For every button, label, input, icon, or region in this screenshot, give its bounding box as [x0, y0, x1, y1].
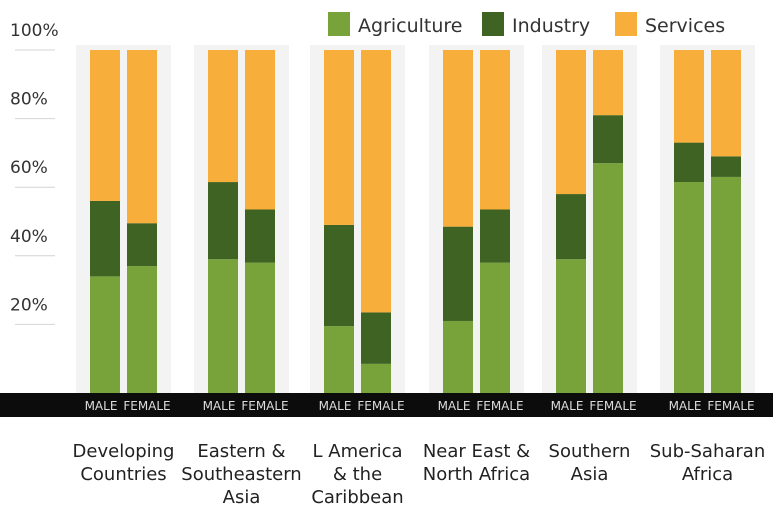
bar-segment-services: [480, 50, 510, 210]
legend-swatch-agriculture: [328, 12, 350, 36]
gender-label: MALE: [319, 399, 352, 413]
bar-segment-industry: [593, 115, 623, 164]
category-label: & the: [333, 464, 382, 485]
bar-segment-agriculture: [245, 262, 275, 393]
bar-segment-agriculture: [593, 163, 623, 393]
category-label: Countries: [80, 464, 166, 485]
y-tick-label: 100%: [10, 21, 59, 41]
category-label: Eastern &: [197, 441, 285, 462]
bar-segment-industry: [711, 156, 741, 177]
bar-segment-services: [245, 50, 275, 210]
category-label: Asia: [571, 464, 609, 485]
gender-label: FEMALE: [123, 399, 170, 413]
bar-segment-services: [593, 50, 623, 116]
bar-segment-agriculture: [208, 259, 238, 393]
y-tick-label: 40%: [10, 227, 48, 247]
bar-segment-services: [208, 50, 238, 183]
category-label: North Africa: [423, 464, 530, 485]
legend-label: Industry: [512, 15, 590, 37]
bar-segment-industry: [674, 142, 704, 183]
legend-swatch-services: [615, 12, 637, 36]
bar-segment-industry: [480, 209, 510, 263]
bar-segment-services: [674, 50, 704, 143]
gender-label: FEMALE: [707, 399, 754, 413]
gender-label: MALE: [669, 399, 702, 413]
bar-segment-services: [127, 50, 157, 224]
gender-label: MALE: [85, 399, 118, 413]
category-label: Sub-Saharan: [650, 441, 766, 462]
gender-label: FEMALE: [476, 399, 523, 413]
bar-segment-agriculture: [711, 176, 741, 393]
bar-segment-industry: [208, 182, 238, 260]
bar-segment-services: [711, 50, 741, 157]
bar-segment-industry: [443, 226, 473, 321]
gender-label: FEMALE: [357, 399, 404, 413]
gender-label: MALE: [438, 399, 471, 413]
y-tick-label: 60%: [10, 158, 48, 178]
bar-segment-industry: [361, 312, 391, 364]
bar-segment-agriculture: [127, 266, 157, 393]
category-label: Near East &: [423, 441, 530, 462]
bar-segment-services: [556, 50, 586, 195]
bar-segment-agriculture: [90, 276, 120, 393]
legend-label: Agriculture: [358, 15, 463, 37]
legend-label: Services: [645, 15, 725, 37]
bar-segment-industry: [556, 194, 586, 260]
bar-segment-agriculture: [324, 326, 354, 393]
bar-segment-agriculture: [480, 262, 510, 393]
bar-segment-services: [443, 50, 473, 227]
category-label: Developing: [73, 441, 175, 462]
bar-segment-industry: [245, 209, 275, 263]
bar-segment-industry: [324, 224, 354, 327]
gridlines: [15, 49, 55, 325]
category-label: Asia: [223, 487, 261, 506]
category-label: L America: [313, 441, 403, 462]
legend-swatch-industry: [482, 12, 504, 36]
bar-segment-industry: [90, 200, 120, 277]
bar-segment-services: [90, 50, 120, 201]
y-tick-label: 80%: [10, 90, 48, 110]
y-axis: 20% 40% 60% 80% 100%: [10, 21, 59, 315]
gender-label: MALE: [551, 399, 584, 413]
legend: Agriculture Industry Services: [328, 12, 725, 37]
category-label: Caribbean: [311, 487, 403, 506]
gender-label: MALE: [203, 399, 236, 413]
category-label: Africa: [682, 464, 733, 485]
bar-segment-industry: [127, 223, 157, 267]
category-label: Southeastern: [181, 464, 301, 485]
group-bands: [76, 45, 755, 393]
y-tick-label: 20%: [10, 295, 48, 315]
baseline-band: [0, 393, 773, 417]
bar-segment-agriculture: [674, 182, 704, 393]
bar-segment-agriculture: [361, 363, 391, 393]
gender-label: FEMALE: [589, 399, 636, 413]
bar-segment-agriculture: [556, 259, 586, 393]
bars: [90, 50, 741, 393]
bar-segment-agriculture: [443, 320, 473, 393]
bar-segment-services: [324, 50, 354, 225]
category-label: Southern: [549, 441, 631, 462]
bar-segment-services: [361, 50, 391, 313]
gender-label: FEMALE: [241, 399, 288, 413]
